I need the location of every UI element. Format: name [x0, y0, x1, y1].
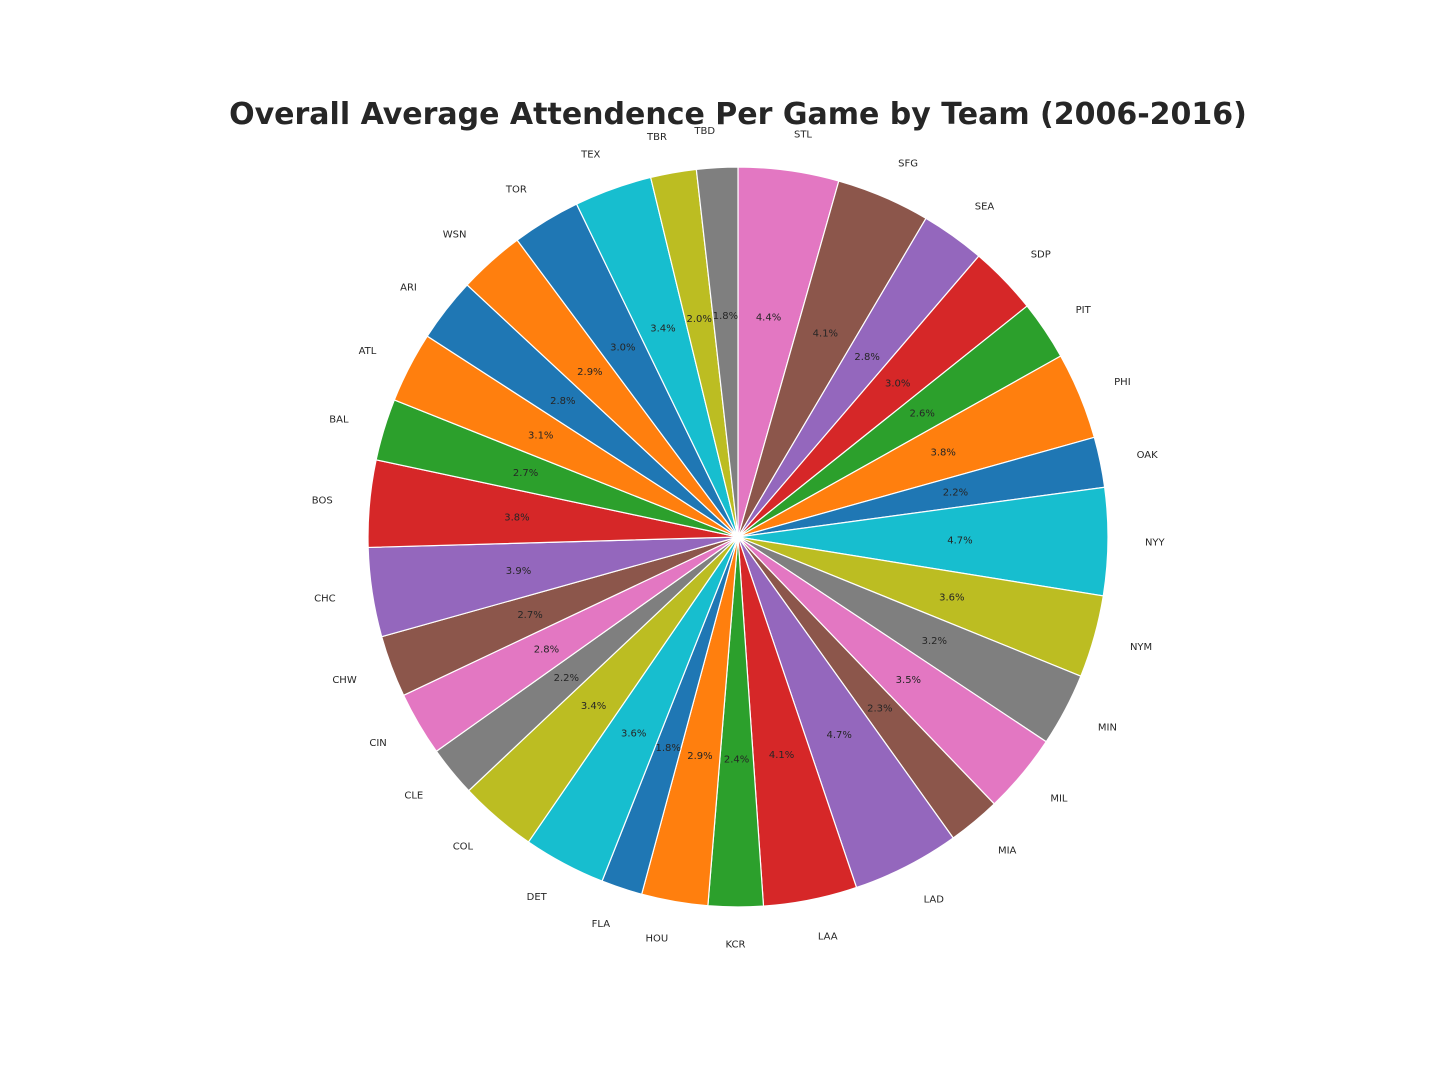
team-labels: STL SFG SEA SDP PIT PHI OAK NYY NYM MIN MIL MIA LAD L… [312, 126, 1166, 950]
team-label-col: COL [453, 842, 474, 853]
team-label-tbd: TBD [693, 126, 715, 137]
pct-label-bal: 2.7% [513, 468, 538, 479]
pct-label-kcr: 2.4% [724, 754, 749, 765]
team-label-tbr: TBR [646, 132, 667, 143]
team-label-ari: ARI [400, 282, 417, 293]
team-label-mil: MIL [1050, 793, 1068, 804]
team-label-cle: CLE [404, 791, 423, 802]
pie-slice-tbd [695, 166, 739, 538]
pct-label-sfg: 4.1% [813, 328, 838, 339]
pct-label-tex: 3.4% [650, 324, 675, 335]
team-label-oak: OAK [1137, 450, 1159, 461]
team-label-bal: BAL [329, 414, 349, 425]
team-label-tex: TEX [580, 149, 600, 160]
team-label-lad: LAD [924, 895, 945, 906]
pct-label-laa: 4.1% [769, 750, 794, 761]
team-label-bos: BOS [312, 496, 333, 507]
pct-label-sdp: 3.0% [885, 378, 910, 389]
pct-label-det: 3.6% [621, 728, 646, 739]
team-label-mia: MIA [998, 846, 1017, 857]
percent-labels: 4.4% 4.1% 2.8% 3.0% 2.6% 3.8% 2.2% 4.7% 3.6% 3.2%… [504, 311, 972, 766]
pct-label-nym: 3.6% [939, 592, 964, 603]
team-label-stl: STL [794, 129, 812, 140]
pct-label-pit: 2.6% [909, 409, 934, 420]
team-label-phi: PHI [1114, 377, 1131, 388]
pct-label-chc: 3.9% [506, 566, 531, 577]
pct-label-phi: 3.8% [930, 448, 955, 459]
pct-label-lad: 4.7% [827, 730, 852, 741]
pct-label-ari: 2.8% [550, 396, 575, 407]
pct-label-cin: 2.8% [534, 645, 559, 656]
team-label-sfg: SFG [898, 158, 918, 169]
pct-label-min: 3.2% [922, 636, 947, 647]
team-label-wsn: WSN [443, 229, 467, 240]
pct-label-chw: 2.7% [517, 610, 542, 621]
pct-label-tbd: 1.8% [713, 311, 738, 322]
pct-label-hou: 2.9% [687, 751, 712, 762]
team-label-sdp: SDP [1031, 250, 1051, 261]
team-label-cin: CIN [369, 738, 386, 749]
team-label-hou: HOU [645, 933, 668, 944]
pct-label-oak: 2.2% [943, 488, 968, 499]
pct-label-col: 3.4% [581, 701, 606, 712]
team-label-fla: FLA [592, 919, 611, 930]
pct-label-fla: 1.8% [656, 743, 681, 754]
team-label-sea: SEA [975, 201, 995, 212]
team-label-pit: PIT [1076, 305, 1092, 316]
team-label-det: DET [527, 892, 548, 903]
team-label-chc: CHC [314, 594, 336, 605]
team-label-tor: TOR [505, 185, 527, 196]
team-label-min: MIN [1098, 723, 1117, 734]
chart-title: Overall Average Attendence Per Game by T… [229, 97, 1247, 132]
team-label-nyy: NYY [1145, 538, 1166, 549]
pie-slices [367, 166, 1109, 908]
pct-label-cle: 2.2% [554, 673, 579, 684]
pct-label-sea: 2.8% [854, 352, 879, 363]
pct-label-tor: 3.0% [610, 343, 635, 354]
pct-label-atl: 3.1% [528, 431, 553, 442]
pct-label-tbr: 2.0% [687, 314, 712, 325]
pct-label-wsn: 2.9% [577, 367, 602, 378]
pct-label-nyy: 4.7% [947, 535, 972, 546]
team-label-nym: NYM [1130, 642, 1152, 653]
team-label-laa: LAA [818, 932, 838, 943]
pct-label-stl: 4.4% [756, 313, 781, 324]
team-label-kcr: KCR [725, 939, 745, 950]
pct-label-mil: 3.5% [896, 675, 921, 686]
pct-label-bos: 3.8% [504, 512, 529, 523]
team-label-chw: CHW [332, 675, 357, 686]
pct-label-mia: 2.3% [867, 703, 892, 714]
team-label-atl: ATL [359, 346, 377, 357]
